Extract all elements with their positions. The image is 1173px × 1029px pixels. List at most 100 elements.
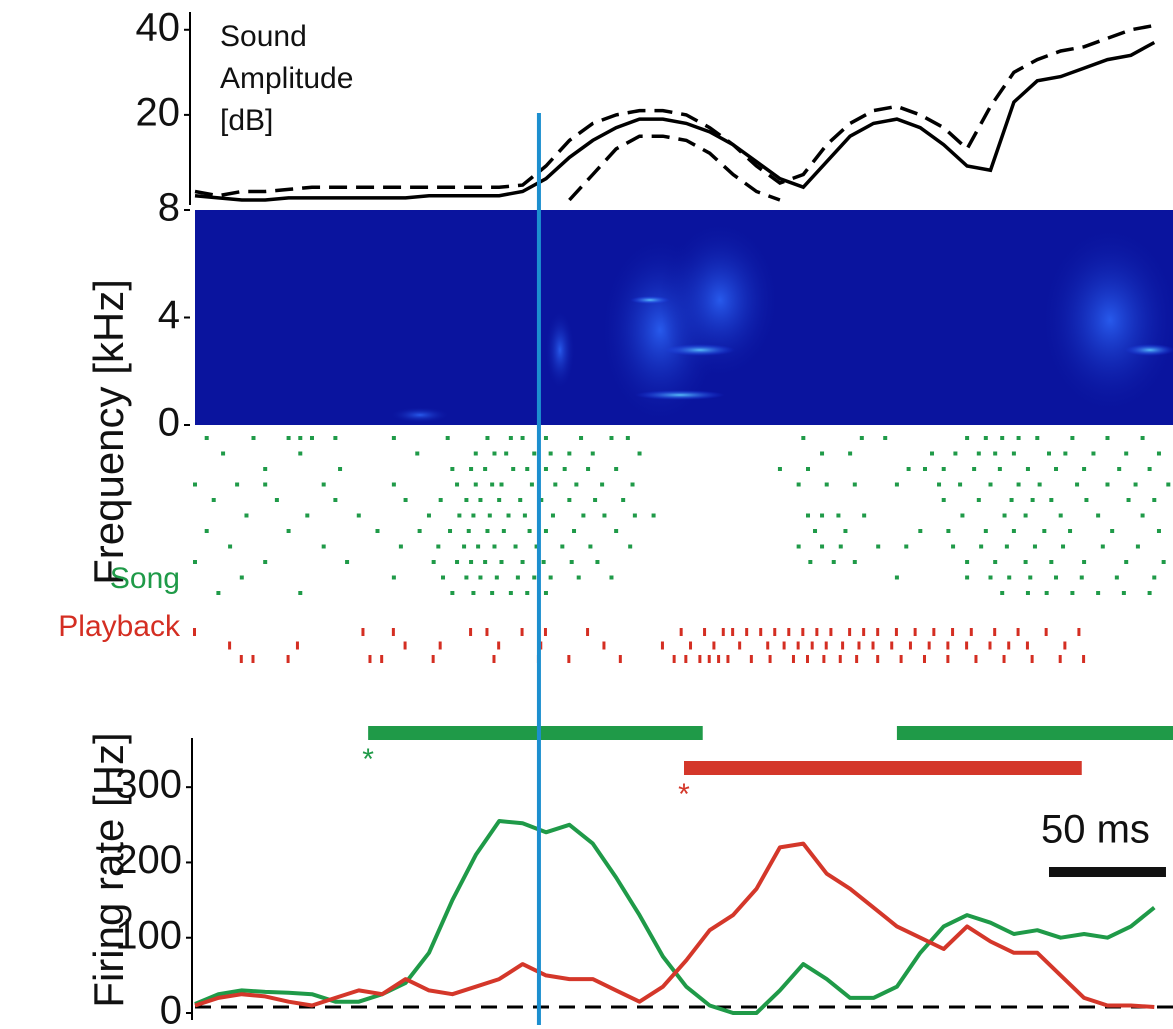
spike [745,628,749,636]
spike [1126,498,1131,502]
spike [815,628,819,636]
spike [796,641,800,650]
spike [941,467,946,471]
spike [953,451,958,456]
spike [824,641,828,650]
spike [548,575,553,580]
spike [1133,482,1138,487]
spike [1147,467,1152,471]
spike [979,544,984,549]
spike [487,513,492,518]
spike [562,467,567,471]
spike [614,529,619,533]
spike [836,513,841,518]
spike [1061,544,1066,549]
spike [298,451,303,456]
spike [876,628,880,636]
spike [572,529,577,533]
spike [415,451,420,456]
spike [569,560,574,564]
spike [1100,544,1105,549]
spike [298,436,303,440]
spike [777,467,782,471]
spike [899,655,903,663]
amplitude-line [568,134,781,202]
spectrogram-energy [545,310,575,390]
spike [576,575,581,580]
spike [532,575,537,580]
spike [988,482,993,487]
spike [1025,467,1030,471]
spike [1049,498,1054,502]
spike [1082,560,1087,564]
spike [1002,655,1006,663]
spike [1016,436,1021,440]
spike [1000,591,1005,595]
spike [494,575,499,580]
spike [960,513,965,518]
spectrogram-energy [660,220,780,380]
spike [1044,591,1049,595]
spike [504,451,509,456]
y-tick-label: 0 [158,401,180,445]
spike [508,591,513,595]
spike [550,513,555,518]
y-tick-label: 200 [115,838,182,882]
spike [274,498,279,502]
spike [1152,575,1157,580]
spike [520,560,525,564]
spike [391,575,396,580]
panel-label: [dB] [220,104,273,137]
spike [469,628,473,636]
spectrogram-peak [635,390,725,400]
spike [838,544,843,549]
spike [993,451,998,456]
spike [380,655,384,663]
spike [457,513,462,518]
spike [553,482,558,487]
spike [988,575,993,580]
spike [820,544,825,549]
spike [321,544,326,549]
spike [1011,529,1016,533]
spike [969,628,973,636]
spike [485,628,489,636]
spike [216,591,221,595]
spike [263,560,268,564]
y-axis-label: Firing rate [Hz] [85,732,132,1007]
spike [431,560,436,564]
spike [1079,575,1084,580]
spike [567,655,571,663]
spike [522,513,527,518]
spike [831,560,836,564]
spike [588,544,593,549]
spectrogram-peak [665,344,735,356]
spike [630,482,635,487]
spike [913,628,917,636]
spike [1166,482,1171,487]
spike [345,560,350,564]
spike [602,641,606,650]
spike [749,655,753,663]
spike [469,467,474,471]
spike [228,544,233,549]
spike [417,529,422,533]
spike [1105,482,1110,487]
spike [637,451,642,456]
spike [876,655,880,663]
spike [1058,655,1062,663]
spike [822,655,826,663]
rate-line [194,819,1156,1015]
spike [398,544,403,549]
spike [602,513,607,518]
spike [1135,544,1140,549]
spike [532,451,537,456]
spike [946,529,951,533]
spike [983,529,988,533]
spike [478,498,483,502]
spike [375,529,380,533]
spike [621,498,626,502]
spike [672,655,676,663]
spike [235,482,240,487]
spike [1105,436,1110,440]
